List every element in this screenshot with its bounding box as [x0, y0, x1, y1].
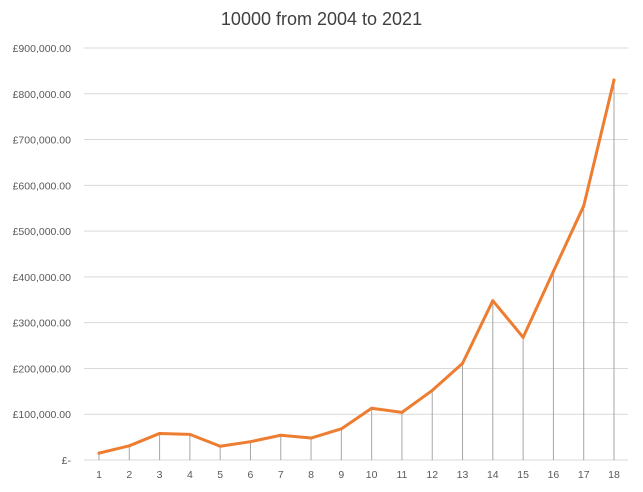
- x-tick-label: 10: [366, 469, 378, 481]
- data-point: [582, 204, 586, 208]
- y-tick-label: £900,000.00: [13, 43, 72, 55]
- x-tick-label: 6: [248, 469, 254, 481]
- x-tick-label: 17: [578, 469, 590, 481]
- x-tick-label: 2: [126, 469, 132, 481]
- data-point: [612, 78, 616, 82]
- chart-title: 10000 from 2004 to 2021: [220, 9, 423, 29]
- data-point: [248, 440, 252, 444]
- x-tick-label: 5: [217, 469, 223, 481]
- x-tick-label: 13: [457, 469, 469, 481]
- data-point: [521, 335, 525, 339]
- data-point: [218, 444, 222, 448]
- data-point: [430, 388, 434, 392]
- data-point: [461, 361, 465, 365]
- x-tick-label: 11: [396, 469, 407, 481]
- data-point: [339, 427, 343, 431]
- data-point: [551, 269, 555, 273]
- x-tick-label: 3: [157, 469, 163, 481]
- y-tick-label: £400,000.00: [13, 272, 72, 284]
- data-point: [158, 431, 162, 435]
- x-tick-label: 18: [608, 469, 620, 481]
- x-tick-label: 1: [96, 469, 102, 481]
- x-tick-label: 9: [338, 469, 344, 481]
- series-line: [97, 78, 616, 455]
- x-tick-label: 12: [426, 469, 438, 481]
- x-tick-label: 16: [548, 469, 560, 481]
- y-tick-label: £300,000.00: [13, 318, 72, 330]
- x-tick-label: 4: [187, 469, 193, 481]
- data-point: [400, 410, 404, 414]
- y-tick-label: £700,000.00: [13, 135, 72, 147]
- data-point: [127, 444, 131, 448]
- x-tick-label: 14: [487, 469, 499, 481]
- data-point: [491, 299, 495, 303]
- data-point: [188, 432, 192, 436]
- x-tick-label: 15: [517, 469, 529, 481]
- data-point: [279, 433, 283, 437]
- x-tick-label: 8: [308, 469, 314, 481]
- y-tick-label: £800,000.00: [13, 89, 72, 101]
- data-point: [97, 451, 101, 455]
- data-point: [370, 406, 374, 410]
- y-tick-label: £200,000.00: [13, 363, 72, 375]
- y-tick-label: £-: [62, 455, 72, 467]
- y-tick-label: £100,000.00: [13, 409, 72, 421]
- x-tick-label: 7: [278, 469, 284, 481]
- data-point: [309, 436, 313, 440]
- y-tick-label: £500,000.00: [13, 226, 72, 238]
- y-tick-label: £600,000.00: [13, 180, 72, 192]
